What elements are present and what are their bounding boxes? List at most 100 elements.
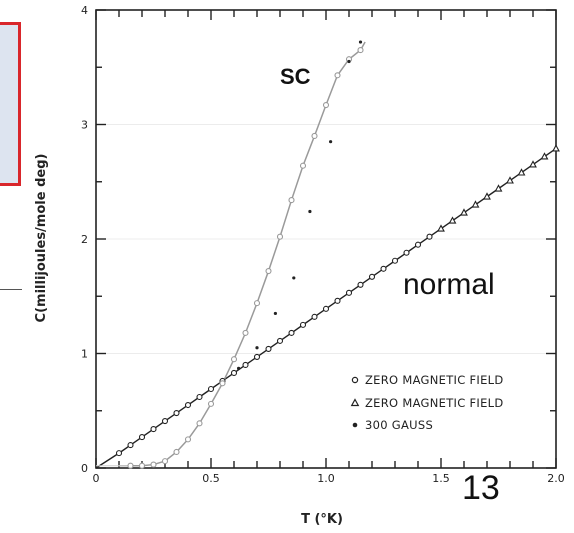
- legend-label-1: ZERO MAGNETIC FIELD: [365, 373, 504, 387]
- legend-marker-filled-dot: [352, 422, 358, 428]
- legend-marker-open-triangle: [350, 398, 360, 407]
- x-tick-label: 0: [93, 472, 100, 485]
- sc-annotation: SC: [280, 64, 311, 89]
- legend-label-2: ZERO MAGNETIC FIELD: [365, 396, 504, 410]
- data-point-circle: [299, 162, 307, 169]
- gridlines: [96, 124, 556, 354]
- data-point-circle: [127, 442, 134, 449]
- data-point-circle: [265, 268, 272, 275]
- data-point-dot: [308, 209, 312, 214]
- data-point-circle: [265, 345, 272, 352]
- legend-entry-filled-dot: 300 GAUSS: [352, 418, 433, 432]
- data-point-circle: [115, 450, 123, 457]
- x-axis-title: T (°K): [301, 512, 343, 527]
- data-point-circle: [322, 101, 330, 109]
- data-point-circle: [345, 289, 353, 296]
- data-point-triangle: [540, 152, 549, 160]
- data-point-circle: [242, 361, 249, 369]
- data-point-circle: [184, 401, 192, 409]
- data-point-circle: [138, 462, 146, 469]
- data-point-circle: [138, 434, 146, 441]
- data-point-triangle: [494, 184, 503, 192]
- y-tick-label: 1: [81, 348, 88, 361]
- data-point-dot: [358, 40, 363, 44]
- data-point-circle: [311, 313, 318, 320]
- data-point-circle: [357, 281, 364, 288]
- data-point-circle: [230, 356, 238, 363]
- y-tick-label: 3: [81, 119, 88, 132]
- data-point-circle: [161, 458, 169, 465]
- data-point-dot: [237, 366, 241, 370]
- legend-marker-open-circle: [351, 376, 359, 384]
- data-point-circle: [196, 420, 203, 427]
- y-tick-label: 4: [81, 4, 88, 17]
- data-point-circle: [242, 329, 249, 336]
- data-point-dot: [329, 140, 333, 144]
- data-point-circle: [230, 369, 238, 377]
- data-point-circle: [161, 418, 169, 425]
- data-point-triangle: [437, 224, 445, 232]
- data-point-dot: [292, 276, 296, 280]
- side-divider-line: [0, 289, 22, 290]
- data-point-circle: [299, 321, 307, 328]
- data-point-dot: [347, 59, 351, 64]
- data-point-triangle: [552, 144, 560, 152]
- data-point-circle: [150, 461, 157, 468]
- legend-entry-open-circle: ZERO MAGNETIC FIELD: [351, 373, 504, 387]
- data-point-dot: [255, 346, 259, 350]
- normal-fit-line: [95, 147, 557, 469]
- x-axis: 0 0.5 1.0 1.5 2.0: [93, 10, 565, 485]
- data-point-circle: [207, 400, 215, 407]
- x-tick-label: 1.5: [432, 472, 450, 485]
- y-axis-title: C(millijoules/mole deg): [34, 154, 49, 323]
- y-axis: 0 1 2 3 4: [81, 4, 556, 475]
- data-point-circle: [334, 297, 341, 304]
- side-panel-box: [0, 22, 21, 186]
- data-point-triangle: [471, 200, 480, 208]
- data-point-circle: [288, 197, 295, 204]
- data-point-circle: [311, 132, 318, 139]
- data-point-triangle: [448, 216, 457, 224]
- data-point-triangle: [506, 176, 514, 184]
- x-tick-label: 2.0: [547, 472, 565, 485]
- y-tick-label: 2: [81, 233, 88, 246]
- data-point-circle: [380, 265, 387, 272]
- data-point-circle: [207, 385, 215, 393]
- data-point-circle: [288, 329, 295, 336]
- normal-annotation: normal: [403, 268, 495, 301]
- data-point-circle: [196, 393, 203, 401]
- data-point-circle: [403, 249, 410, 256]
- y-tick-label: 0: [81, 462, 88, 475]
- page-number: 13: [462, 469, 500, 507]
- data-point-triangle: [460, 208, 468, 216]
- legend-entry-open-triangle: ZERO MAGNETIC FIELD: [350, 396, 504, 410]
- x-tick-label: 1.0: [317, 472, 335, 485]
- data-point-circle: [368, 273, 376, 280]
- data-point-triangle: [483, 192, 491, 200]
- data-point-circle: [184, 436, 192, 443]
- data-point-circle: [414, 241, 422, 248]
- data-point-circle: [150, 426, 157, 433]
- data-point-circle: [253, 353, 261, 360]
- data-point-circle: [127, 462, 134, 469]
- legend-label-3: 300 GAUSS: [365, 418, 433, 432]
- data-point-circle: [173, 448, 180, 456]
- data-point-circle: [253, 300, 261, 307]
- data-point-circle: [276, 337, 284, 344]
- data-point-circle: [391, 257, 399, 264]
- data-point-triangle: [517, 168, 526, 176]
- data-point-triangle: [529, 160, 537, 168]
- data-point-circle: [334, 72, 341, 79]
- x-tick-label: 0.5: [202, 472, 220, 485]
- data-point-circle: [276, 233, 284, 240]
- data-points: [115, 40, 560, 469]
- data-point-circle: [219, 380, 226, 387]
- data-point-circle: [322, 305, 330, 312]
- data-point-dot: [273, 311, 277, 316]
- data-point-circle: [357, 47, 364, 54]
- data-point-circle: [426, 233, 433, 240]
- legend: ZERO MAGNETIC FIELD ZERO MAGNETIC FIELD …: [350, 373, 504, 432]
- data-point-circle: [173, 409, 180, 417]
